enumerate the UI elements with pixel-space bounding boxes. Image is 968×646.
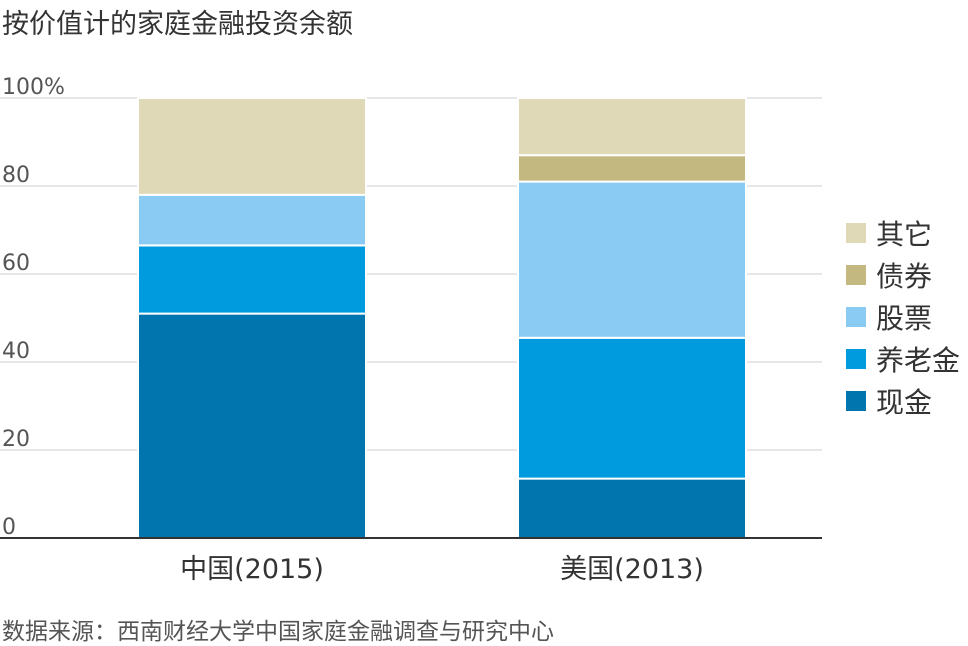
legend-item: 现金: [846, 380, 960, 422]
legend-item: 债券: [846, 254, 960, 296]
y-tick-label: 0: [2, 515, 16, 540]
legend-item: 其它: [846, 212, 960, 254]
legend-label: 养老金: [876, 344, 961, 377]
legend-label: 债券: [876, 260, 933, 293]
bar-segment-1-3: [517, 154, 747, 183]
legend-item: 养老金: [846, 338, 960, 380]
y-tick-label: 80: [2, 163, 30, 188]
bar-segment-1-4: [517, 97, 747, 157]
bar-segment-0-1: [137, 244, 367, 315]
legend-label: 现金: [876, 386, 933, 419]
legend-swatch: [846, 223, 866, 243]
legend-label: 股票: [876, 302, 933, 335]
legend: 其它债券股票养老金现金: [846, 212, 960, 422]
bar-segment-0-2: [137, 193, 367, 247]
y-tick-label: 60: [2, 251, 30, 276]
y-tick-label: 20: [2, 427, 30, 452]
legend-label: 其它: [876, 218, 933, 251]
legend-swatch: [846, 307, 866, 327]
source-note: 数据来源：西南财经大学中国家庭金融调查与研究中心: [2, 619, 554, 645]
bar-segment-0-4: [137, 97, 367, 196]
bar-segment-1-2: [517, 180, 747, 339]
bar-segment-1-1: [517, 336, 747, 480]
legend-swatch: [846, 349, 866, 369]
legend-item: 股票: [846, 296, 960, 338]
legend-swatch: [846, 391, 866, 411]
bar-segment-1-0: [517, 477, 747, 540]
bar-segment-0-0: [137, 312, 367, 539]
legend-swatch: [846, 265, 866, 285]
chart-title: 按价值计的家庭金融投资余额: [2, 9, 353, 40]
x-category-label: 美国(2013): [560, 554, 704, 585]
y-tick-label: 40: [2, 339, 30, 364]
x-category-label: 中国(2015): [180, 554, 324, 585]
y-tick-label: 100%: [2, 75, 65, 100]
